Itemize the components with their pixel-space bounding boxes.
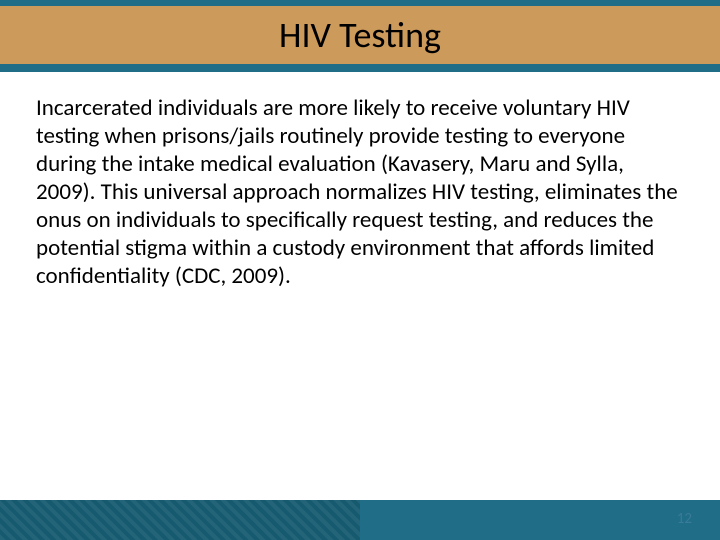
body-area: Incarcerated individuals are more likely… [36, 94, 684, 290]
title-band: HIV Testing [0, 6, 720, 64]
footer-band [0, 500, 720, 540]
title-underline-bar [0, 64, 720, 72]
page-number: 12 [677, 510, 692, 528]
slide-title: HIV Testing [279, 13, 441, 57]
footer-accent [0, 500, 360, 540]
body-paragraph: Incarcerated individuals are more likely… [36, 94, 684, 290]
